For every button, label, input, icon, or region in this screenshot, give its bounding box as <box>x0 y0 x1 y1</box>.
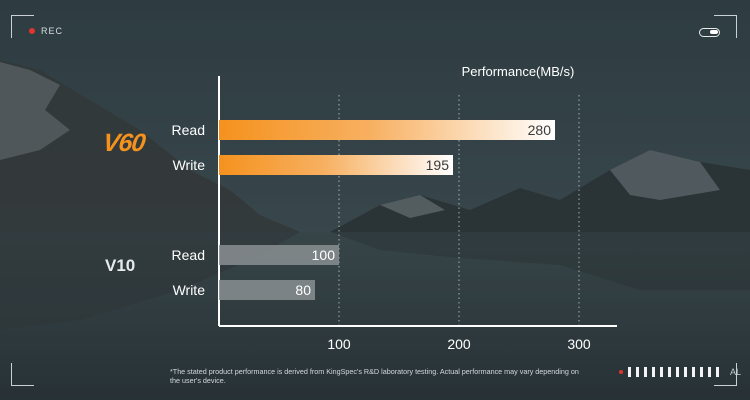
x-tick-label: 300 <box>567 336 591 352</box>
group-label-v60-text: V60 <box>101 129 147 157</box>
meter-label: AL <box>730 367 742 377</box>
bar-v60-write <box>219 155 453 175</box>
x-tick-label: 100 <box>327 336 351 352</box>
category-label: Write <box>173 157 206 173</box>
viewfinder-corner-bottom-right <box>714 363 737 386</box>
category-label: Read <box>172 122 205 138</box>
viewfinder-corner-top-right <box>714 15 737 38</box>
data-label: 195 <box>426 157 450 173</box>
bar-v10-read <box>219 245 339 265</box>
group-label-v10-text: V10 <box>105 256 136 275</box>
category-label: Read <box>172 247 205 263</box>
audio-level-meter: AL <box>619 367 741 377</box>
battery-icon <box>699 28 720 37</box>
viewfinder-corner-top-left <box>11 15 34 38</box>
viewfinder-corner-bottom-left <box>11 363 34 386</box>
data-label: 100 <box>312 247 336 263</box>
record-label: REC <box>41 26 64 36</box>
data-label: 80 <box>295 282 311 298</box>
bar-v60-read <box>219 120 555 140</box>
x-tick-label: 200 <box>447 336 471 352</box>
record-dot-icon <box>29 28 35 34</box>
data-label: 280 <box>528 122 552 138</box>
footnote: *The stated product performance is deriv… <box>170 367 579 385</box>
record-indicator: REC <box>29 26 63 36</box>
bar-v10-write <box>219 280 315 300</box>
category-label: Write <box>173 282 206 298</box>
group-label-v10: V10 <box>105 256 135 276</box>
group-label-v60: V60 <box>101 129 147 158</box>
chart-title: Performance(MB/s) <box>462 64 575 79</box>
meter-dot-icon <box>619 370 623 374</box>
